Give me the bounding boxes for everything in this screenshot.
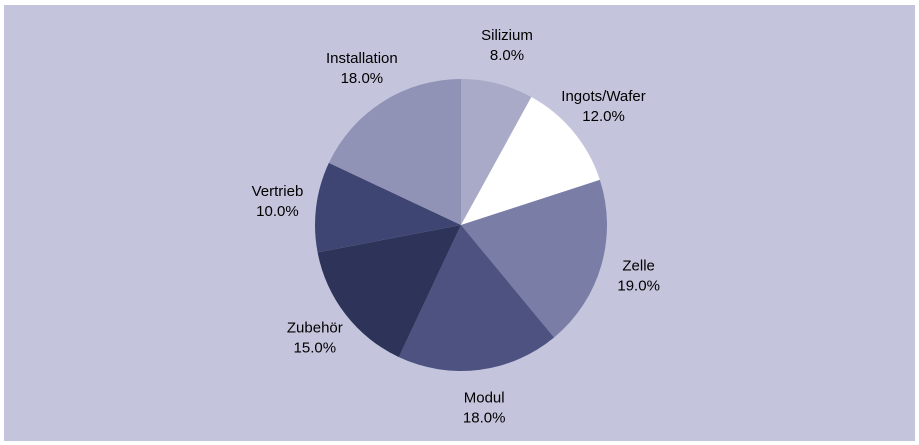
slice-label: Zelle bbox=[622, 258, 655, 275]
pie-slice bbox=[317, 225, 461, 358]
slice-value-label: 18.0% bbox=[463, 410, 506, 427]
pie-slice bbox=[315, 162, 461, 253]
slice-label: Modul bbox=[464, 390, 505, 407]
pie-slice bbox=[398, 225, 555, 371]
slice-label: Zubehör bbox=[287, 319, 343, 336]
pie-slice bbox=[461, 97, 600, 225]
pie-slice bbox=[461, 179, 607, 338]
slice-value-label: 19.0% bbox=[617, 278, 660, 295]
slice-label: Silizium bbox=[481, 27, 533, 44]
slice-value-label: 8.0% bbox=[490, 47, 524, 64]
slice-value-label: 15.0% bbox=[294, 339, 337, 356]
slice-label: Installation bbox=[326, 50, 398, 67]
slice-label: Vertrieb bbox=[252, 183, 304, 200]
pie-slice bbox=[328, 79, 461, 225]
slice-value-label: 12.0% bbox=[582, 108, 625, 125]
slice-label: Ingots/Wafer bbox=[561, 88, 645, 105]
pie-slice bbox=[461, 79, 532, 225]
slice-value-label: 18.0% bbox=[341, 70, 384, 87]
slice-value-label: 10.0% bbox=[256, 203, 299, 220]
